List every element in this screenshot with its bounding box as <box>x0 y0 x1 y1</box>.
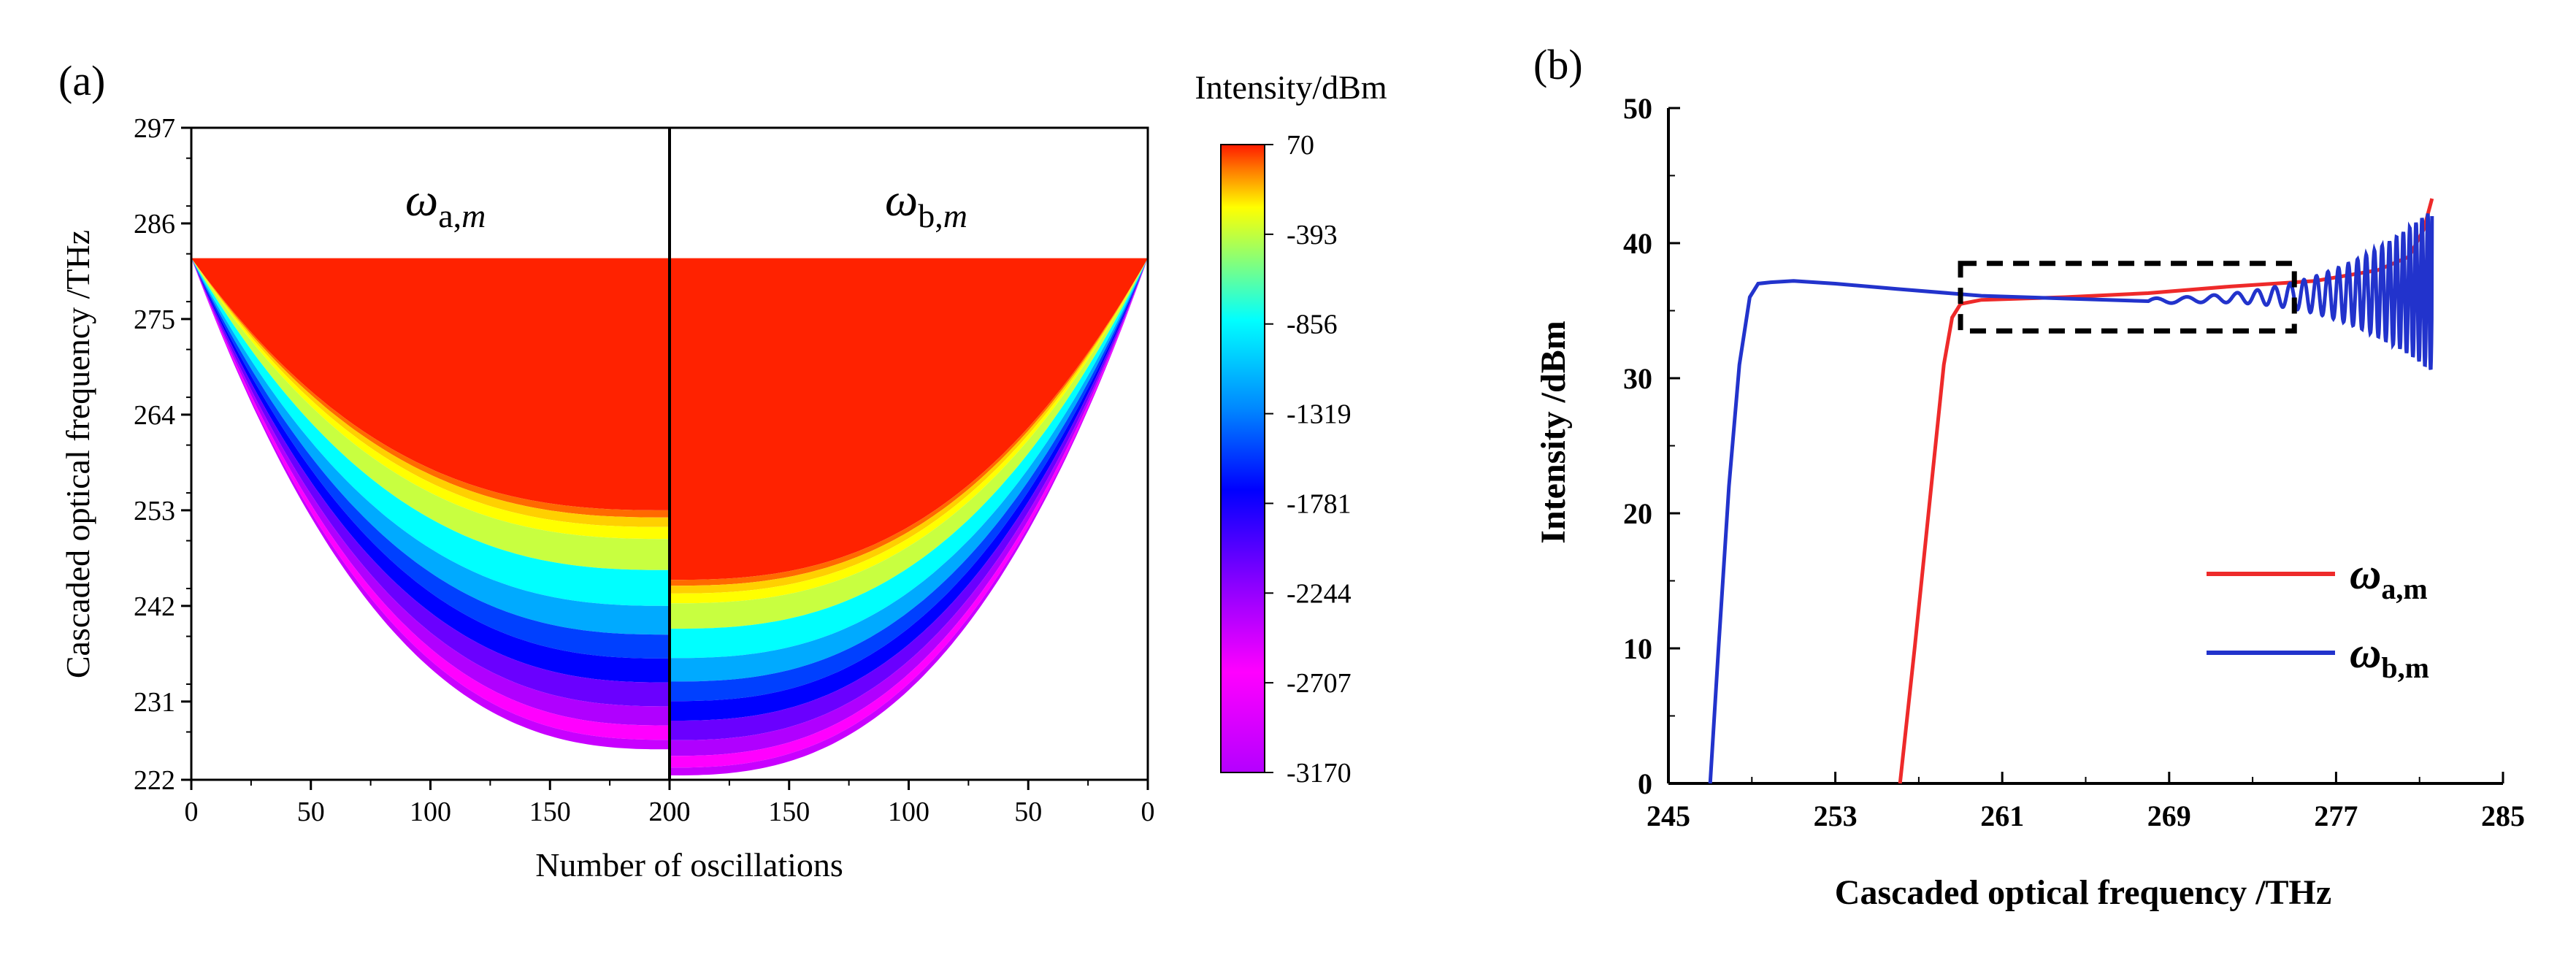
colorbar-ticks: 70 -393 -856 -1319 -1781 -2244 -2707 -3170 <box>1265 130 1352 789</box>
x-tick-label-a: 100 <box>410 797 451 827</box>
heatmap-red-band <box>670 258 1148 580</box>
x-tick-label-a: 200 <box>649 797 691 827</box>
x-tick-label-a: 200 <box>649 797 691 827</box>
colorbar-tick-label: -1781 <box>1287 488 1352 519</box>
x-tick-label-a: 50 <box>1014 797 1042 827</box>
x-tick-label-a: 100 <box>888 797 929 827</box>
heatmap-color-band <box>670 258 1148 682</box>
y-axis-label-b: Intensity /dBm <box>1534 321 1573 543</box>
heatmap-color-band <box>191 258 670 570</box>
heatmap-color-band <box>191 258 670 635</box>
x-tick-label-b: 269 <box>2147 799 2191 832</box>
colorbar-tick-label: -3170 <box>1287 758 1352 789</box>
heatmap-color-band <box>191 258 670 540</box>
y-tick-label-a: 253 <box>134 496 175 526</box>
x-tick-label-a: 0 <box>185 797 199 827</box>
colorbar-tick-label: -1319 <box>1287 399 1352 430</box>
colorbar-tick-label: -393 <box>1287 220 1338 250</box>
heatmap-color-band <box>191 258 670 683</box>
legend: ωa,m ωb,m <box>2207 550 2429 684</box>
panel-label-b: (b) <box>1533 41 1583 88</box>
heatmap-region-b <box>670 258 1148 776</box>
y-tick-label-a: 286 <box>134 209 175 239</box>
legend-entry-b: ωb,m <box>2350 629 2429 684</box>
x-tick-label-b: 261 <box>1980 799 2024 832</box>
colorbar-title: Intensity/dBm <box>1195 69 1387 106</box>
dashed-highlight-box <box>1958 261 2297 334</box>
y-tick-label-a: 264 <box>134 400 175 431</box>
heatmap-color-band <box>191 258 670 659</box>
x-tick-label-a: 50 <box>297 797 325 827</box>
y-axis-label-a: Cascaded optical frequency /THz <box>59 230 96 678</box>
region-label-a: ωa,m <box>405 174 486 234</box>
y-tick-label-a: 275 <box>134 304 175 335</box>
heatmap-color-band <box>670 258 1148 629</box>
axes-b: 0 10 20 30 40 50 245 253 261 269 277 285 <box>1623 92 2525 832</box>
x-tick-label-b: 245 <box>1647 799 1690 832</box>
heatmap-region-a <box>191 258 670 750</box>
colorbar <box>1220 144 1265 773</box>
colorbar-tick-label: 70 <box>1287 130 1314 161</box>
x-tick-label-a: 0 <box>1141 797 1155 827</box>
x-axis-label-a: Number of oscillations <box>535 846 843 883</box>
legend-entry-a: ωa,m <box>2350 550 2428 605</box>
x-axis-label-b: Cascaded optical frequency /THz <box>1835 873 2331 912</box>
y-tick-label-b: 0 <box>1638 767 1652 800</box>
region-label-b: ωb,m <box>885 174 967 234</box>
heatmap-color-band <box>191 258 670 707</box>
x-tick-label-b: 277 <box>2314 799 2358 832</box>
y-tick-label-b: 10 <box>1623 632 1652 665</box>
colorbar-tick-label: -2707 <box>1287 668 1352 699</box>
y-tick-label-b: 50 <box>1623 92 1652 125</box>
heatmap-color-band <box>670 258 1148 721</box>
heatmap-color-band <box>670 258 1148 659</box>
heatmap-red-band <box>191 258 670 510</box>
panel-label-a: (a) <box>58 57 105 104</box>
colorbar-tick-label: -856 <box>1287 310 1338 340</box>
heatmap-color-band <box>670 258 1148 702</box>
y-tick-label-a: 222 <box>134 765 175 796</box>
y-tick-label-a: 242 <box>134 591 175 622</box>
y-tick-label-b: 20 <box>1623 497 1652 530</box>
x-tick-label-a: 150 <box>529 797 571 827</box>
x-tick-label-b: 253 <box>1814 799 1858 832</box>
y-tick-label-b: 40 <box>1623 227 1652 260</box>
y-tick-label-b: 30 <box>1623 362 1652 395</box>
y-tick-label-a: 297 <box>134 113 175 144</box>
lines-b <box>1708 198 2434 784</box>
x-tick-label-a: 150 <box>768 797 810 827</box>
x-tick-label-b: 285 <box>2481 799 2525 832</box>
y-tick-label-a: 231 <box>134 687 175 718</box>
series-line-a <box>1898 198 2434 784</box>
series-line-b <box>1708 212 2434 784</box>
colorbar-tick-label: -2244 <box>1287 578 1352 609</box>
heatmap-color-band <box>191 258 670 606</box>
